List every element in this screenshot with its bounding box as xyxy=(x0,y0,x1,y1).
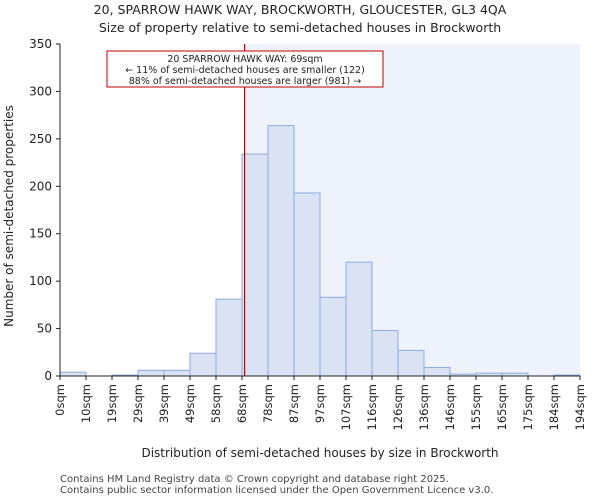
y-tick-label: 250 xyxy=(29,132,52,146)
y-tick-label: 150 xyxy=(29,227,52,241)
footer-line-1: Contains HM Land Registry data © Crown c… xyxy=(60,474,449,485)
x-tick-label: 58sqm xyxy=(209,384,223,423)
bar-49sqm xyxy=(189,352,217,377)
y-ticks-group: 0 50 100 150 200 250 300 350 xyxy=(29,37,60,383)
bar-116sqm xyxy=(371,329,399,377)
x-tick-label: 78sqm xyxy=(261,384,275,423)
chart-title-line-2: Size of property relative to semi-detach… xyxy=(98,20,502,35)
bars-group xyxy=(59,125,581,377)
bar-87sqm xyxy=(293,192,321,377)
bar-97sqm xyxy=(319,296,347,377)
bar-58sqm xyxy=(215,298,243,377)
chart-title-line-1: 20, SPARROW HAWK WAY, BROCKWORTH, GLOUCE… xyxy=(93,2,507,17)
x-tick-label: 29sqm xyxy=(131,384,145,423)
bar-29sqm xyxy=(137,369,165,377)
bar-68sqm xyxy=(241,153,269,377)
x-tick-label: 126sqm xyxy=(391,384,405,430)
x-axis-label: Distribution of semi-detached houses by … xyxy=(141,446,498,460)
bar-136sqm xyxy=(423,366,451,377)
bar-107sqm xyxy=(345,261,373,377)
x-tick-label: 165sqm xyxy=(495,384,509,430)
y-tick-label: 100 xyxy=(29,274,52,288)
x-tick-label: 116sqm xyxy=(365,384,379,430)
x-tick-label: 155sqm xyxy=(469,384,483,430)
bar-126sqm xyxy=(397,349,425,377)
x-tick-label: 87sqm xyxy=(287,384,301,423)
x-tick-label: 107sqm xyxy=(339,384,353,430)
x-tick-label: 136sqm xyxy=(417,384,431,430)
x-tick-label: 39sqm xyxy=(157,384,171,423)
footer-line-2: Contains public sector information licen… xyxy=(60,485,494,496)
y-tick-label: 200 xyxy=(29,179,52,193)
bar-39sqm xyxy=(163,369,191,377)
bar-0sqm xyxy=(59,371,87,377)
y-tick-label: 350 xyxy=(29,37,52,51)
annotation-line-1: 20 SPARROW HAWK WAY: 69sqm xyxy=(167,54,322,65)
x-tick-label: 184sqm xyxy=(547,384,561,430)
y-tick-label: 300 xyxy=(29,84,52,98)
y-axis-label: Number of semi-detached properties xyxy=(2,105,16,327)
x-ticks-group: 0sqm 10sqm 19sqm 29sqm 39sqm 49sqm 58sqm 68sqm 7… xyxy=(53,376,587,430)
x-tick-label: 175sqm xyxy=(521,384,535,430)
annotation-line-3: 88% of semi-detached houses are larger (… xyxy=(129,76,362,87)
x-tick-label: 10sqm xyxy=(79,384,93,423)
annotation-box xyxy=(106,50,384,88)
x-tick-label: 97sqm xyxy=(313,384,327,423)
x-tick-label: 146sqm xyxy=(443,384,457,430)
annotation-line-2: ← 11% of semi-detached houses are smalle… xyxy=(125,65,365,76)
x-tick-label: 194sqm xyxy=(573,384,587,430)
bar-78sqm xyxy=(267,125,295,377)
y-tick-label: 50 xyxy=(37,322,52,336)
x-tick-label: 0sqm xyxy=(53,384,67,416)
x-tick-label: 49sqm xyxy=(183,384,197,423)
x-tick-label: 19sqm xyxy=(105,384,119,423)
x-tick-label: 68sqm xyxy=(235,384,249,423)
y-tick-label: 0 xyxy=(44,369,52,383)
